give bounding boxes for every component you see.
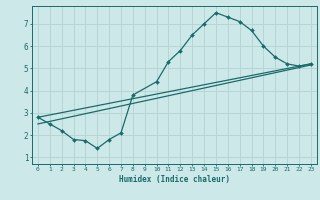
X-axis label: Humidex (Indice chaleur): Humidex (Indice chaleur)	[119, 175, 230, 184]
